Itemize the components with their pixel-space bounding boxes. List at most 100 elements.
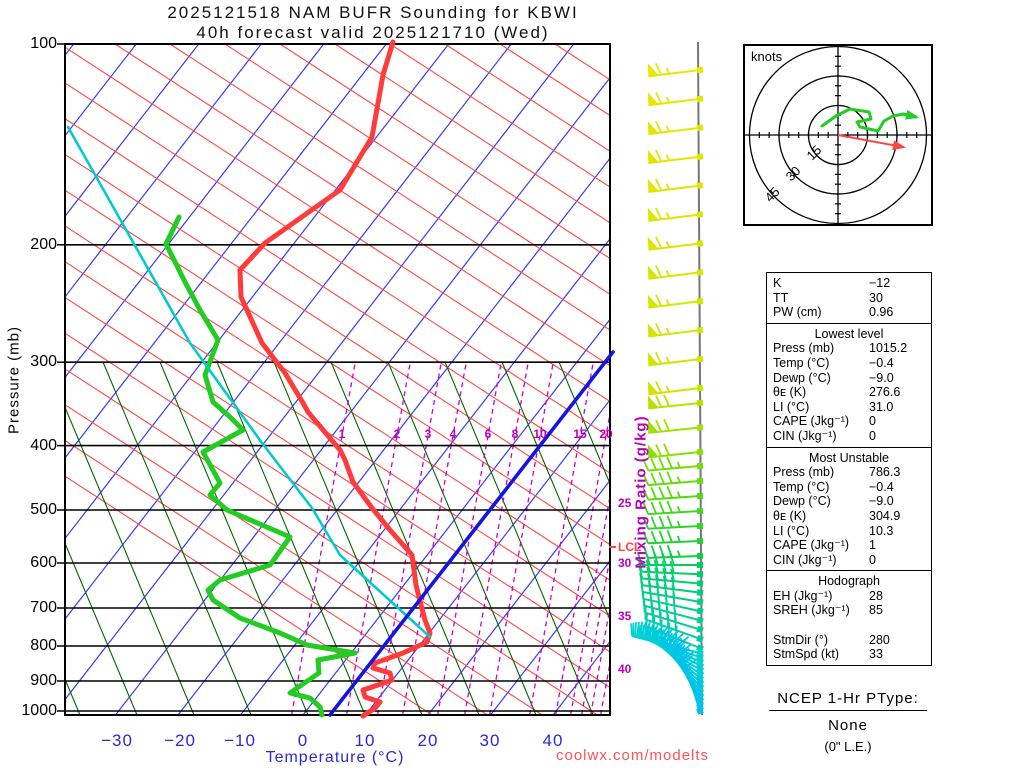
temperature-tick-label: 40: [542, 731, 564, 750]
temperature-tick-label: 30: [479, 731, 501, 750]
wind-barb: [642, 471, 704, 487]
stats-value: 280: [869, 632, 890, 647]
wind-barb: [647, 149, 704, 165]
temperature-tick-label: 10: [354, 731, 376, 750]
mixing-ratio-tick-label: 6: [484, 427, 492, 441]
wind-barb: [642, 544, 704, 560]
stats-row: SREH (Jkg⁻¹) 85: [773, 603, 925, 618]
stats-row: LI (°C) 31.0: [773, 400, 925, 415]
stats-label: LI (°C): [773, 399, 810, 414]
mixing-ratio-tick-label: 2: [393, 427, 401, 441]
stats-section-header: Hodograph: [818, 574, 880, 589]
stats-row: Press (mb) 786.3: [773, 465, 925, 480]
skewt-background-grid: [65, 44, 610, 715]
lcl-label: LCL: [618, 540, 642, 554]
stats-label: SREH (Jkg⁻¹): [773, 603, 850, 618]
mixing-ratio-tick-label: 8: [511, 427, 519, 441]
mixing-ratio-tick-label: 4: [449, 427, 457, 441]
stats-row: [773, 618, 925, 633]
mixing-ratio-right-label: 30: [618, 556, 632, 570]
stats-label: CAPE (Jkg⁻¹): [773, 538, 850, 553]
wind-barb: [647, 178, 704, 193]
stats-row: θᴇ (K) 304.9: [773, 509, 925, 524]
stats-section: K −12 TT 30 PW (cm) 0.96: [767, 273, 931, 323]
chart-title-line2: 40h forecast valid 2025121710 (Wed): [196, 23, 550, 42]
stats-label: EH (Jkg⁻¹): [773, 588, 833, 603]
stats-value: 33: [869, 647, 883, 662]
stats-value: −9.0: [869, 494, 894, 509]
stats-label: Press (mb): [773, 465, 835, 480]
wind-barb: [677, 636, 704, 715]
plot-frame: [57, 43, 611, 716]
stats-section: Most Unstable Press (mb) 786.3 Temp (°C) −0.…: [767, 446, 931, 571]
ptype-liquid-equivalent: (0" L.E.): [824, 739, 872, 754]
temperature-tick-label: −20: [164, 731, 196, 750]
stats-value: 1015.2: [869, 341, 908, 356]
stats-value: 276.6: [869, 385, 901, 400]
stats-value: 85: [869, 603, 883, 618]
wind-barb: [642, 500, 704, 516]
stats-value: 30: [869, 290, 883, 305]
stats-value: −9.0: [869, 370, 894, 385]
sounding-stats-panel: K −12 TT 30 PW (cm) 0.96 Lowest level Press (mb…: [766, 272, 932, 666]
wind-barb: [642, 515, 704, 530]
pressure-tick-label: 500: [30, 501, 57, 518]
wind-barb: [647, 352, 704, 367]
stats-value: 0: [869, 414, 876, 429]
wind-barb: [637, 559, 704, 578]
pressure-axis-title: Pressure (mb): [5, 325, 23, 435]
wind-barb: [642, 485, 704, 501]
stats-label: PW (cm): [773, 305, 822, 320]
pressure-tick-label: 400: [30, 436, 57, 454]
freezing_isotherm-trace: [328, 350, 615, 717]
wind-barb: [647, 323, 704, 338]
temperature-tick-label: 0: [297, 731, 309, 750]
pressure-tick-label: 700: [30, 599, 57, 616]
wind-barb: [647, 394, 704, 410]
stats-row: Press (mb) 1015.2: [773, 341, 925, 356]
wind-barb: [642, 456, 704, 472]
mixing-ratio-tick-label: 20: [599, 427, 613, 441]
mixing-ratio-right-label: 25: [618, 496, 632, 510]
stats-row: Temp (°C) −0.4: [773, 356, 925, 371]
stats-label: θᴇ (K): [773, 508, 807, 523]
stats-value: 0: [869, 428, 876, 443]
parcel_path-trace: [66, 125, 432, 639]
stats-row: Temp (°C) −0.4: [773, 480, 925, 495]
stats-row: TT 30: [773, 291, 925, 306]
ptype-value: None: [828, 717, 868, 734]
pressure-tick-label: 200: [30, 235, 57, 253]
stats-row: CAPE (Jkg⁻¹) 0: [773, 414, 925, 429]
stats-label: StmSpd (kt): [773, 647, 839, 662]
ptype-heading: NCEP 1-Hr PType:: [769, 690, 927, 711]
watermark-link[interactable]: coolwx.com/modelts: [556, 747, 710, 764]
wind-barb: [647, 62, 704, 78]
stats-row: Dewp (°C) −9.0: [773, 494, 925, 509]
stats-row: EH (Jkg⁻¹) 28: [773, 589, 925, 604]
stats-value: 10.3: [869, 523, 894, 538]
stats-value: −0.4: [869, 355, 894, 370]
stats-label: StmDir (°): [773, 632, 828, 647]
wind-barb: [647, 236, 704, 251]
wind-barb: [647, 443, 704, 459]
stats-value: −0.4: [869, 479, 894, 494]
temperature-tick-label: −10: [224, 731, 256, 750]
stats-value: 31.0: [869, 399, 894, 414]
temperature-trace: [237, 39, 433, 719]
pressure-tick-label: 900: [30, 672, 57, 689]
pressure-tick-label: 800: [30, 637, 57, 654]
temperature-tick-label: 20: [417, 731, 439, 750]
pressure-tick-label: 300: [30, 353, 57, 371]
stats-value: 1: [869, 538, 876, 553]
stats-section-header: Most Unstable: [809, 450, 889, 465]
stats-label: Temp (°C): [773, 479, 830, 494]
pressure-tick-label: 600: [30, 554, 57, 571]
wind-barb: [647, 265, 704, 280]
stats-label: Dewp (°C): [773, 370, 831, 385]
stats-label: θᴇ (K): [773, 385, 807, 400]
mixing-ratio-tick-label: 1: [338, 427, 346, 441]
temperature-axis-title: Temperature (°C): [265, 749, 405, 766]
stats-row: StmDir (°) 280: [773, 633, 925, 648]
